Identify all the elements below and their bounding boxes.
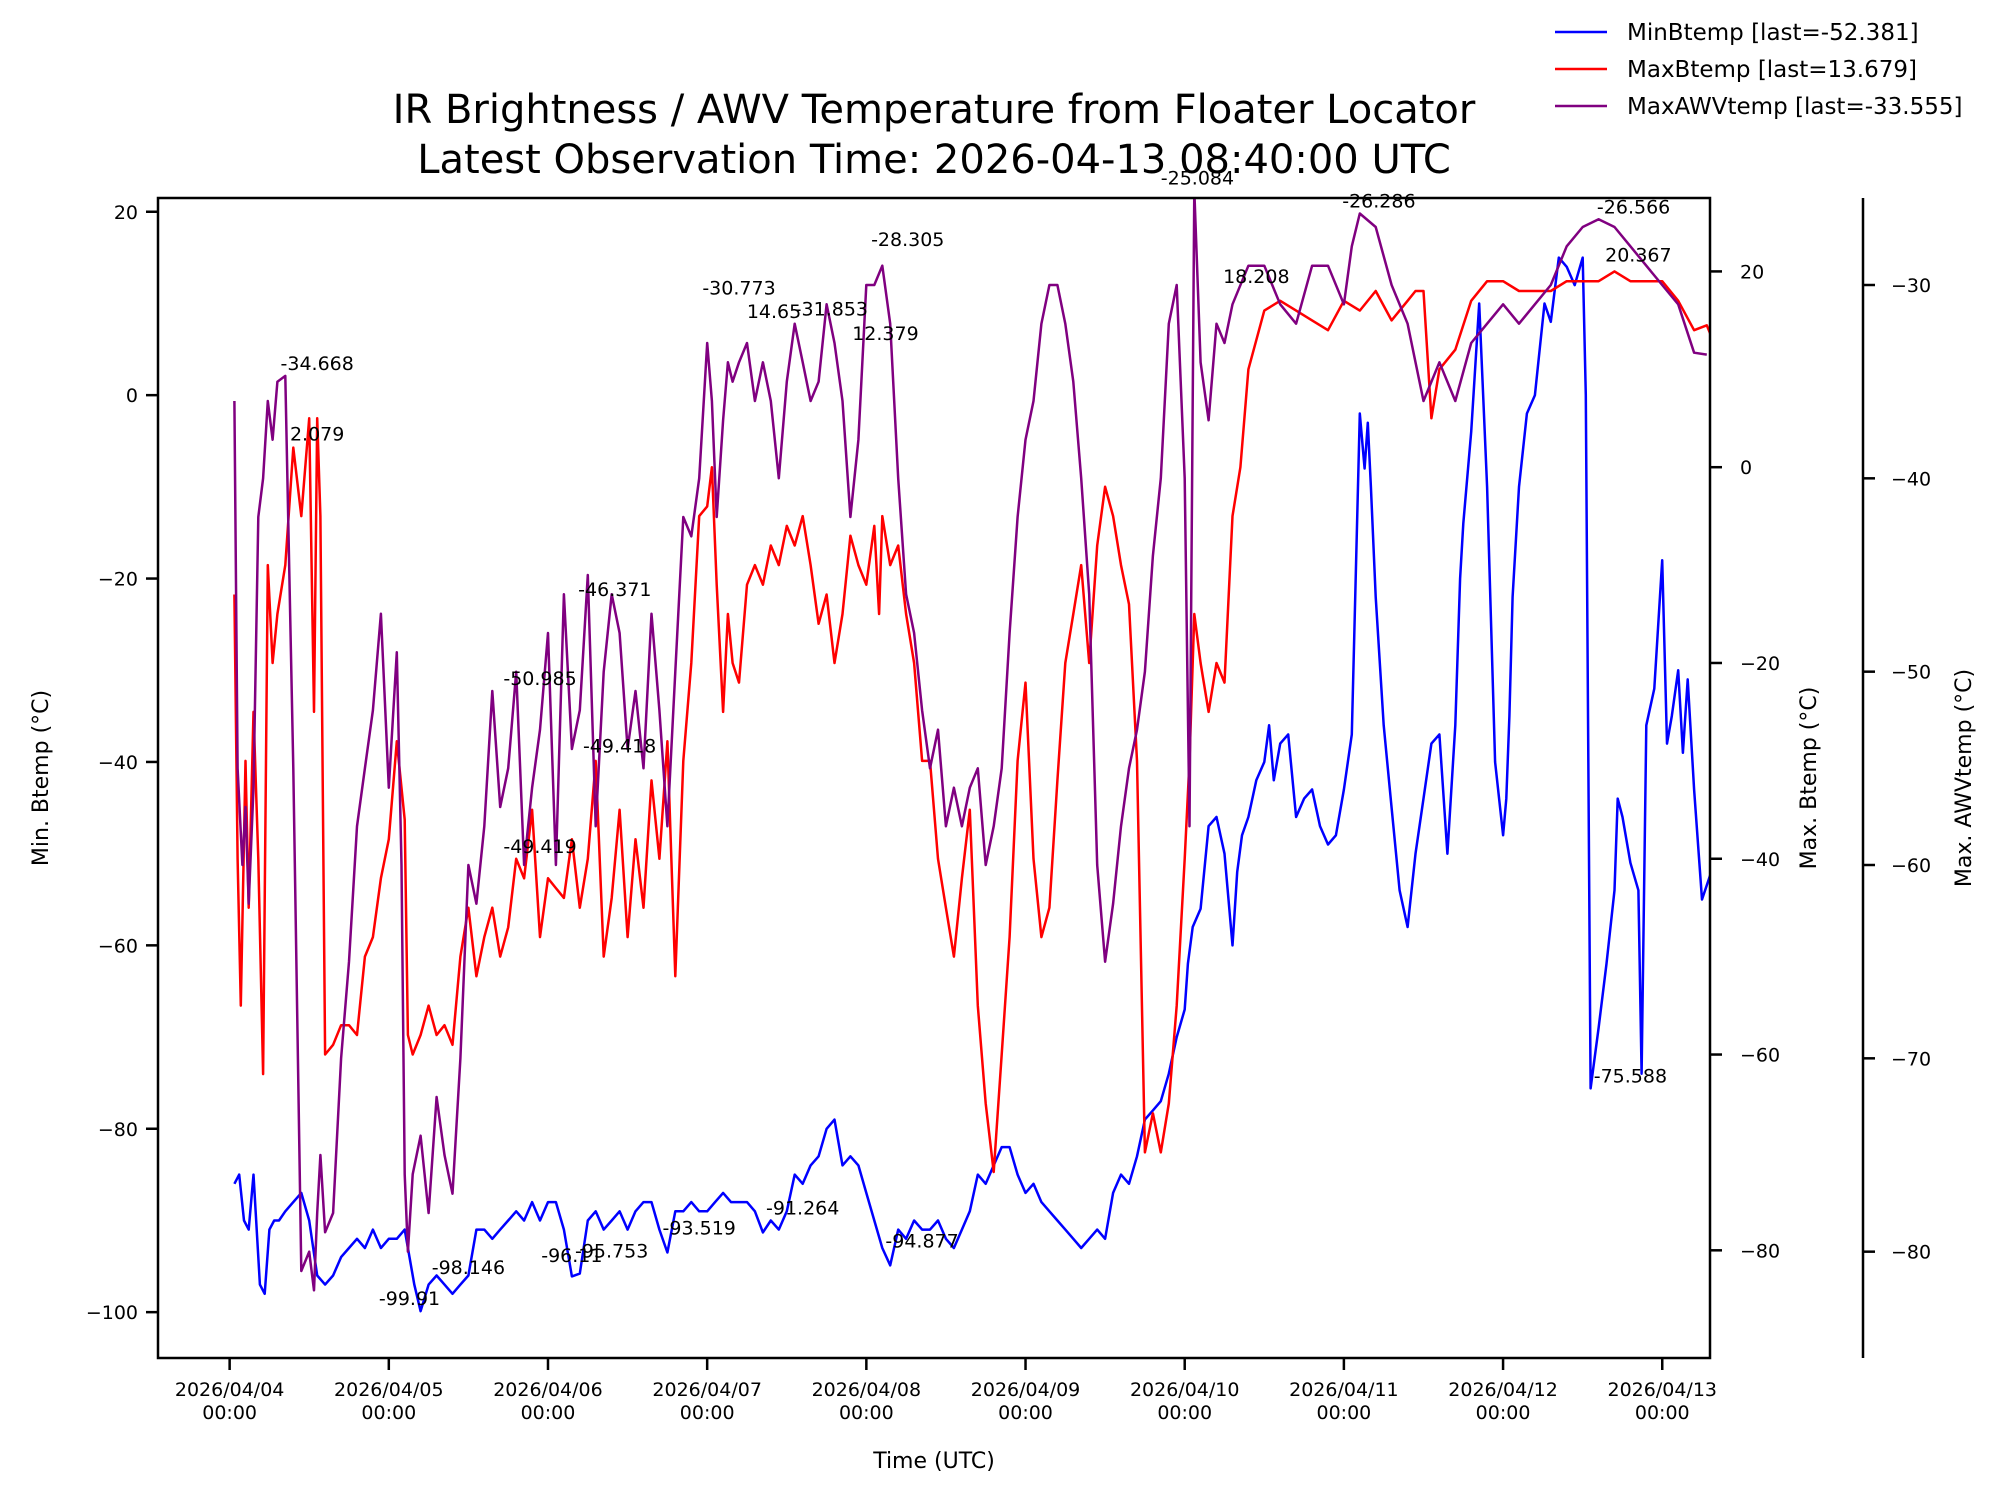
data-label: -49.419: [503, 836, 576, 858]
x-tick-label: 2026/04/09: [971, 1379, 1081, 1401]
y-tick-label-left: −20: [98, 569, 138, 591]
data-label: 18.208: [1223, 266, 1289, 288]
data-label: -28.305: [871, 229, 944, 251]
series-line-maxbtemp: [233, 270, 1710, 1174]
plot-frame: [156, 196, 1712, 1360]
data-label: -26.566: [1597, 196, 1670, 218]
legend-label-minbtemp: MinBtemp [last=-52.381]: [1627, 20, 1919, 46]
chart-title: IR Brightness / AWV Temperature from Flo…: [393, 87, 1476, 133]
x-tick-label: 2026/04/13: [1607, 1379, 1717, 1401]
y-tick-label-right: −60: [1740, 1045, 1780, 1067]
x-tick-label: 2026/04/04: [175, 1379, 285, 1401]
y-tick-label-right: −40: [1740, 849, 1780, 871]
y-tick-label-right: −20: [1740, 653, 1780, 675]
data-label: -96.11: [541, 1245, 602, 1267]
y-tick-label-right: −80: [1740, 1240, 1780, 1262]
x-tick-label: 2026/04/05: [334, 1379, 444, 1401]
x-tick-label: 00:00: [1476, 1402, 1531, 1424]
y-tick-label-right2: −50: [1891, 662, 1931, 684]
data-label: -75.588: [1594, 1065, 1667, 1087]
y-tick-label-right: 20: [1740, 261, 1764, 283]
legend-item: MinBtemp [last=-52.381]: [1555, 20, 1919, 46]
y-tick-label-right2: −40: [1891, 468, 1931, 490]
y-tick-label-left: −40: [98, 752, 138, 774]
x-tick-label: 00:00: [1317, 1402, 1372, 1424]
data-label: 14.65: [747, 301, 801, 323]
data-label: -30.773: [702, 277, 775, 299]
chart-subtitle: Latest Observation Time: 2026-04-13 08:4…: [417, 137, 1451, 183]
data-label: -50.985: [503, 668, 576, 690]
data-label: -34.668: [281, 353, 354, 375]
y-tick-label-right: 0: [1740, 457, 1752, 479]
y-tick-label-left: −100: [86, 1302, 138, 1324]
x-tick-label: 2026/04/08: [812, 1379, 922, 1401]
x-tick-label: 2026/04/10: [1130, 1379, 1240, 1401]
series-line-maxawvtemp: [233, 198, 1707, 1292]
series-line-minbtemp: [233, 256, 1710, 1313]
x-tick-label: 00:00: [839, 1402, 894, 1424]
series-layer: [233, 198, 1710, 1313]
y-tick-label-left: −60: [98, 935, 138, 957]
y-tick-label-right2: −30: [1891, 275, 1931, 297]
x-tick-label: 2026/04/06: [493, 1379, 603, 1401]
data-label: -49.418: [583, 736, 656, 758]
data-label: -46.371: [578, 579, 651, 601]
legend-label-maxawvtemp: MaxAWVtemp [last=-33.555]: [1627, 94, 1962, 120]
legend-item: MaxAWVtemp [last=-33.555]: [1555, 94, 1962, 120]
x-tick-label: 00:00: [1157, 1402, 1212, 1424]
data-label: -94.877: [885, 1230, 958, 1252]
data-label: -99.91: [379, 1288, 440, 1310]
data-label: 12.379: [852, 323, 918, 345]
y-axis-label-right: Max. Btemp (°C): [1797, 687, 1822, 870]
x-tick-label: 00:00: [361, 1402, 416, 1424]
data-label: 2.079: [290, 424, 344, 446]
y-tick-label-right2: −80: [1891, 1242, 1931, 1264]
data-label: -98.146: [432, 1257, 505, 1279]
legend: MinBtemp [last=-52.381] MaxBtemp [last=1…: [1555, 20, 1962, 120]
x-tick-label: 00:00: [680, 1402, 735, 1424]
axis-layer: 2026/04/0400:002026/04/0500:002026/04/06…: [86, 202, 1931, 1424]
x-tick-label: 2026/04/11: [1289, 1379, 1399, 1401]
x-tick-label: 00:00: [521, 1402, 576, 1424]
x-tick-label: 2026/04/12: [1448, 1379, 1558, 1401]
data-label: -91.264: [766, 1197, 839, 1219]
y-tick-label-left: 20: [114, 202, 138, 224]
y-tick-label-right2: −60: [1891, 855, 1931, 877]
legend-label-maxbtemp: MaxBtemp [last=13.679]: [1627, 57, 1917, 83]
data-label: -31.853: [795, 299, 868, 321]
legend-item: MaxBtemp [last=13.679]: [1555, 57, 1917, 83]
y-tick-label-left: 0: [126, 385, 138, 407]
data-label: -95.753: [575, 1241, 648, 1263]
y-tick-label-right2: −70: [1891, 1048, 1931, 1070]
data-label: -93.519: [663, 1218, 736, 1240]
x-tick-label: 00:00: [998, 1402, 1053, 1424]
x-tick-label: 00:00: [202, 1402, 257, 1424]
annotation-layer: -34.668 2.079 -50.985 -49.419 -46.371 -49.418…: [281, 167, 1672, 1310]
x-axis-label: Time (UTC): [872, 1449, 995, 1474]
data-label: 20.367: [1605, 245, 1671, 267]
x-tick-label: 2026/04/07: [652, 1379, 762, 1401]
x-tick-label: 00:00: [1635, 1402, 1690, 1424]
y-tick-label-left: −80: [98, 1119, 138, 1141]
data-label: -26.286: [1342, 190, 1415, 212]
y-axis-label-left: Min. Btemp (°C): [29, 690, 54, 866]
y-axis-label-right2: Max. AWVtemp (°C): [1952, 669, 1977, 887]
data-label: -25.084: [1161, 167, 1234, 189]
